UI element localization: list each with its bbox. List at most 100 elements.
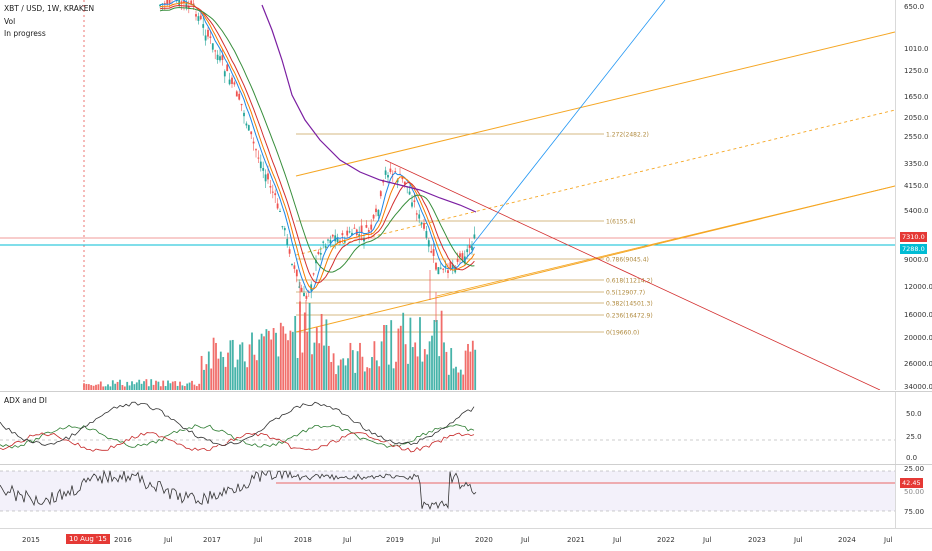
status-text: In progress bbox=[4, 29, 46, 38]
candle-body bbox=[295, 269, 298, 277]
candle-body bbox=[322, 241, 325, 243]
volume-bar bbox=[450, 348, 453, 390]
fib-retracement[interactable]: 1.272(2482.2) 1(6155.4) 0.786(9045.4) 0.618… bbox=[296, 132, 653, 337]
candle-body bbox=[439, 267, 442, 269]
candle-body bbox=[219, 56, 221, 61]
volume-bar bbox=[423, 349, 426, 390]
volume-bar bbox=[97, 384, 100, 390]
adx-axis-label: 50.0 bbox=[906, 410, 922, 418]
volume-bar bbox=[339, 359, 342, 390]
volume-bar bbox=[87, 384, 90, 390]
volume-bar bbox=[83, 383, 85, 390]
volume-bar bbox=[157, 381, 160, 390]
volume-bar bbox=[335, 374, 337, 390]
volume-bar bbox=[164, 386, 167, 390]
candle-body bbox=[372, 214, 375, 219]
volume-bar bbox=[263, 336, 265, 390]
volume-bar bbox=[435, 320, 438, 390]
volume-bar bbox=[433, 320, 436, 390]
volume-bar bbox=[138, 379, 141, 390]
candle-body bbox=[461, 253, 464, 261]
volume-bar bbox=[159, 386, 162, 390]
symbol-title[interactable]: XBT / USD, 1W, KRAKEN bbox=[4, 4, 95, 13]
volume-bar bbox=[419, 317, 421, 390]
volume-bar bbox=[171, 381, 174, 390]
adx-pane[interactable]: ADX and DI bbox=[0, 392, 895, 464]
price-chart-canvas[interactable]: 1.272(2482.2) 1(6155.4) 0.786(9045.4) 0.618… bbox=[0, 0, 895, 390]
adx-chart-canvas[interactable] bbox=[0, 392, 895, 464]
candle-body bbox=[420, 222, 423, 225]
volume-bar bbox=[409, 317, 412, 390]
time-axis-label: 2021 bbox=[567, 536, 585, 544]
price-axis-label: 1250.0 bbox=[904, 67, 929, 75]
volume-bar bbox=[198, 383, 201, 390]
candle-body bbox=[444, 265, 447, 267]
rsi-axis[interactable]: 25.00 42.45 50.00 75.00 bbox=[895, 465, 932, 528]
ma-red-line bbox=[159, 4, 475, 284]
price-axis-label: 12000.0 bbox=[904, 283, 932, 291]
volume-bar bbox=[253, 354, 256, 390]
candle-body bbox=[252, 141, 255, 144]
volume-bar bbox=[162, 380, 165, 390]
price-axis-label: 16000.0 bbox=[904, 311, 932, 319]
volume-bar bbox=[332, 353, 335, 390]
candle-body bbox=[451, 264, 454, 268]
rsi-pane[interactable] bbox=[0, 465, 895, 528]
price-axis[interactable]: 650.0 1010.0 1250.0 1650.0 2050.0 2550.0 3350.… bbox=[895, 0, 932, 391]
volume-bar bbox=[351, 350, 354, 390]
candle-body bbox=[216, 54, 219, 60]
volume-bar bbox=[227, 352, 229, 390]
volume-bar bbox=[272, 328, 275, 390]
fib-level-label: 0.618(11214.2) bbox=[606, 278, 653, 285]
rsi-line bbox=[0, 469, 477, 511]
candle-body bbox=[269, 186, 272, 188]
candle-body bbox=[195, 14, 197, 17]
pane-divider[interactable] bbox=[0, 391, 932, 392]
price-axis-label: 5400.0 bbox=[904, 207, 929, 215]
volume-bar bbox=[416, 356, 419, 390]
volume-bar bbox=[399, 325, 402, 390]
volume-bar bbox=[121, 385, 124, 390]
volume-bar bbox=[380, 341, 383, 390]
price-axis-label: 2550.0 bbox=[904, 133, 929, 141]
candle-body bbox=[281, 226, 284, 228]
volume-bar bbox=[207, 351, 210, 390]
time-axis-label: 2023 bbox=[748, 536, 766, 544]
adx-axis[interactable]: 50.0 25.0 0.0 bbox=[895, 392, 932, 464]
candle-body bbox=[327, 239, 329, 241]
candle-body bbox=[300, 287, 303, 292]
volume-bar bbox=[150, 379, 153, 390]
price-pane[interactable]: 1.272(2482.2) 1(6155.4) 0.786(9045.4) 0.618… bbox=[0, 0, 895, 390]
volume-bar bbox=[455, 366, 457, 390]
volume-bar bbox=[284, 333, 287, 390]
candle-body bbox=[360, 225, 363, 233]
candle-body bbox=[394, 171, 397, 173]
volume-bar bbox=[181, 385, 184, 390]
pane-divider[interactable] bbox=[0, 464, 932, 465]
volume-bar bbox=[123, 386, 126, 390]
volume-bar bbox=[169, 383, 172, 390]
candle-body bbox=[442, 268, 445, 270]
candle-body bbox=[447, 270, 449, 273]
volume-bar bbox=[344, 365, 347, 390]
volume-bar bbox=[145, 379, 148, 390]
candle-body bbox=[365, 225, 368, 228]
candle-body bbox=[370, 224, 373, 230]
fib-level-label: 1.272(2482.2) bbox=[606, 132, 649, 139]
price-axis-label: 20000.0 bbox=[904, 334, 932, 342]
volume-bar bbox=[231, 339, 234, 390]
time-axis[interactable]: 2015 10 Aug '15 2016 Jul 2017 Jul 2018 Jul 2019 J… bbox=[0, 528, 932, 551]
volume-bar bbox=[176, 385, 179, 390]
volume-bar bbox=[313, 342, 316, 390]
time-axis-label: Jul bbox=[884, 536, 893, 544]
volume-bar bbox=[289, 330, 292, 390]
adx-title[interactable]: ADX and DI bbox=[4, 396, 47, 405]
volume-indicator-label[interactable]: Vol bbox=[4, 17, 16, 26]
volume-bar bbox=[347, 358, 349, 390]
volume-bar bbox=[92, 385, 95, 390]
rsi-chart-canvas[interactable] bbox=[0, 465, 895, 528]
time-axis-label: 2020 bbox=[475, 536, 493, 544]
ma-purple-line bbox=[261, 4, 477, 213]
adx-axis-label: 0.0 bbox=[906, 454, 918, 462]
ma-green-line bbox=[159, 6, 475, 273]
